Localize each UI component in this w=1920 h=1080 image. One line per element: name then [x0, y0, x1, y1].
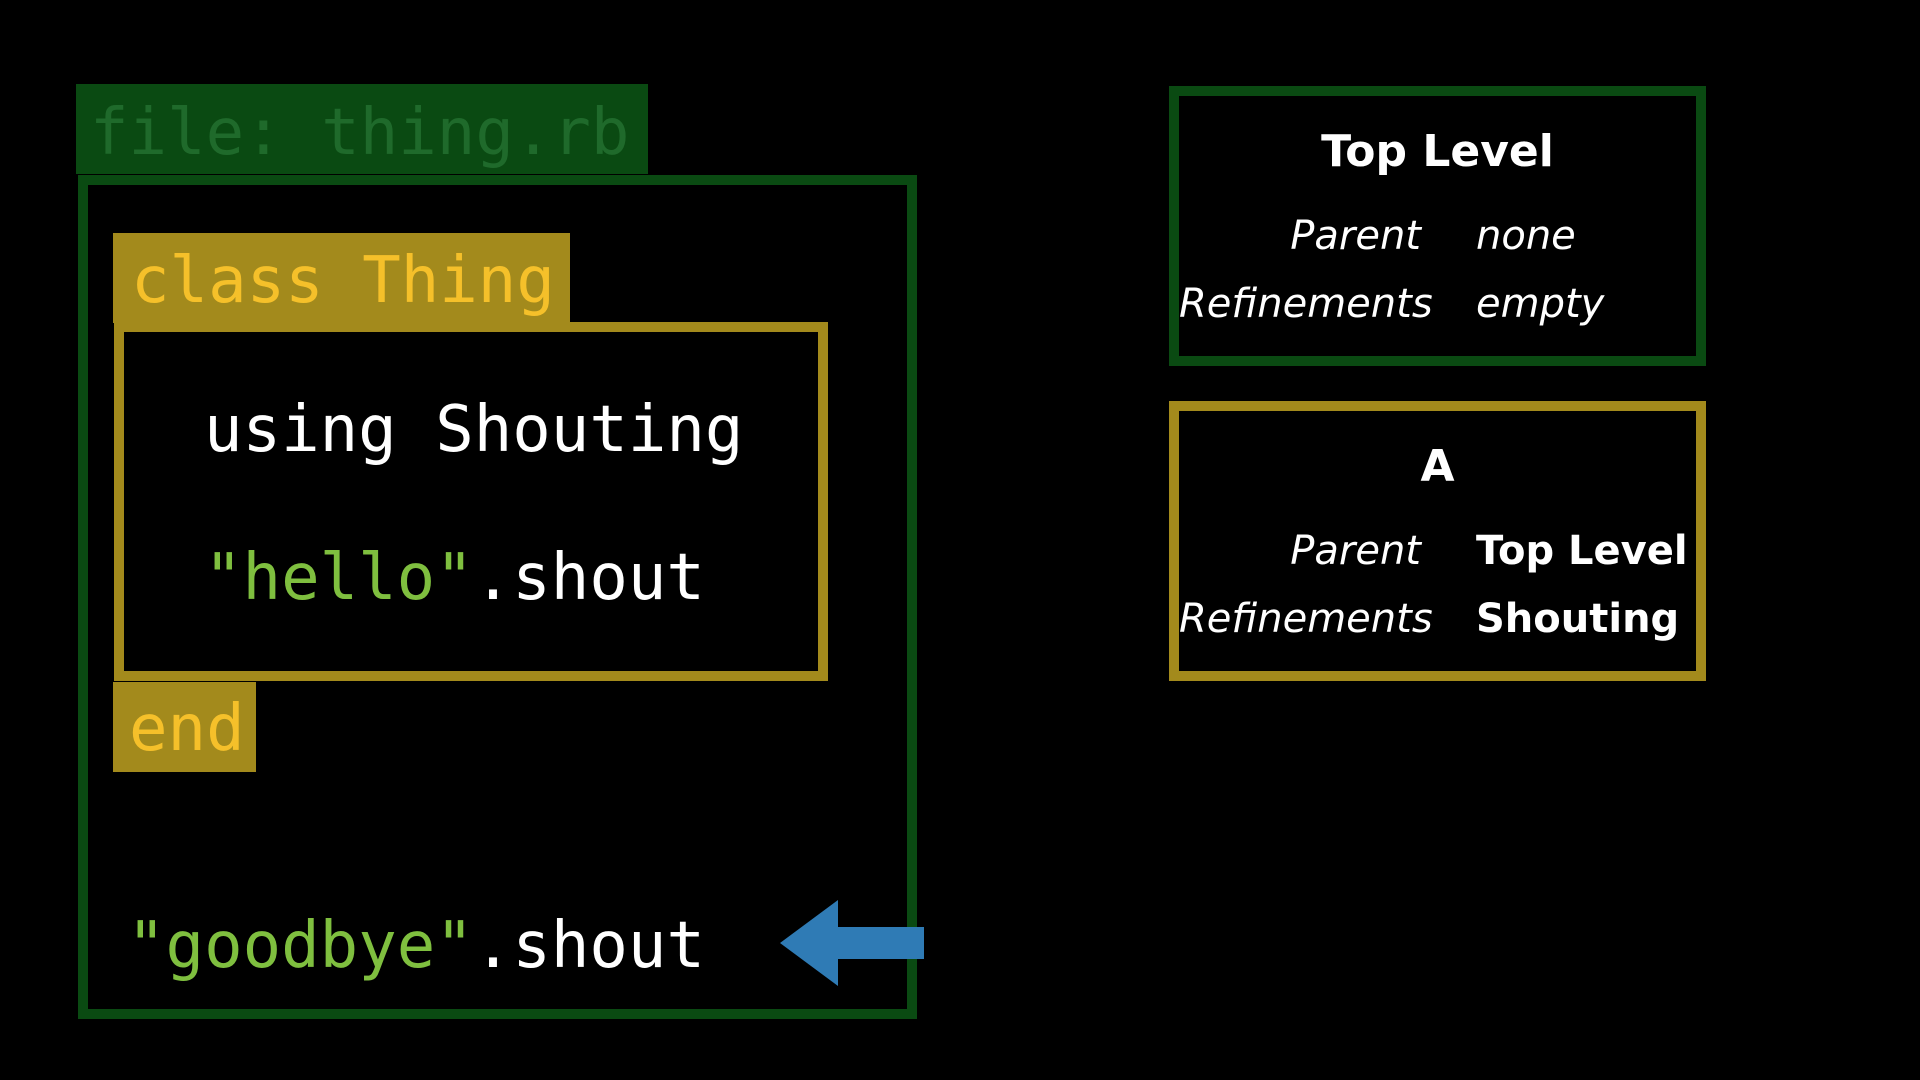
refinements-value: Shouting [1476, 596, 1680, 642]
parent-value: none [1476, 213, 1576, 259]
goodbye-method: .shout [473, 909, 705, 983]
refinements-key: Refinements [1179, 596, 1433, 642]
refinements-key: Refinements [1179, 281, 1433, 327]
class-scope-frame [114, 322, 828, 681]
hello-method: .shout [473, 541, 705, 615]
goodbye-string: "goodbye" [127, 909, 474, 983]
using-line: using Shouting [204, 393, 744, 467]
file-label: file: thing.rb [76, 84, 648, 174]
class-close-keyword: end [113, 682, 256, 772]
parent-key: Parent [1290, 213, 1421, 259]
class-open-keyword: class Thing [113, 233, 570, 323]
refinements-value: empty [1476, 281, 1605, 327]
class-scope-box: A Parent Top Level Refinements Shouting [1169, 401, 1706, 681]
parent-key: Parent [1290, 528, 1421, 574]
arrow-left-icon [780, 900, 924, 986]
hello-shout-line: "hello".shout [204, 546, 705, 610]
hello-string: "hello" [204, 541, 474, 615]
parent-value: Top Level [1476, 528, 1688, 574]
scope-title: Top Level [1321, 126, 1554, 177]
scope-title: A [1420, 441, 1455, 492]
top-level-scope-frame [78, 175, 917, 1019]
goodbye-shout-line: "goodbye".shout [127, 914, 705, 978]
top-level-scope-box: Top Level Parent none Refinements empty [1169, 86, 1706, 366]
